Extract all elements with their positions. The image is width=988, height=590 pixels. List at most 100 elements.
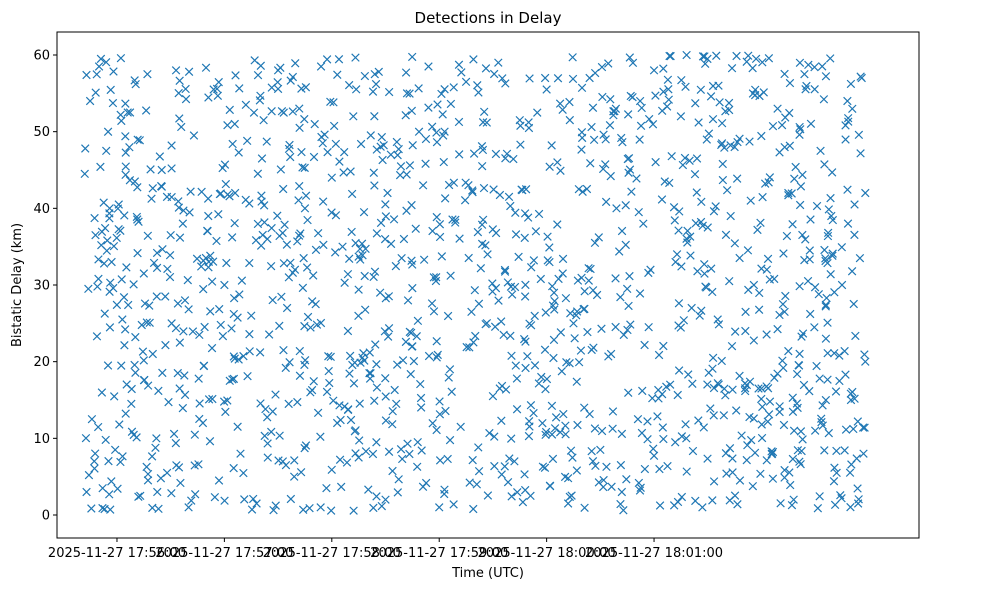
data-point (389, 215, 399, 224)
data-point (140, 299, 150, 308)
data-point (608, 407, 618, 416)
data-point (768, 447, 778, 457)
data-point (708, 364, 717, 373)
data-point (637, 103, 646, 113)
data-point (303, 215, 312, 225)
data-point (665, 380, 675, 389)
data-point (173, 368, 183, 378)
data-point (110, 445, 120, 455)
data-point (351, 238, 360, 248)
data-point (611, 274, 620, 283)
data-point (358, 250, 367, 260)
data-point (123, 108, 132, 117)
data-point (259, 115, 268, 125)
data-point (403, 296, 413, 305)
data-point (810, 323, 819, 332)
data-point (365, 348, 374, 357)
data-point (432, 337, 441, 346)
data-point (726, 211, 735, 221)
data-point (530, 311, 539, 321)
data-point (773, 104, 782, 113)
data-point (289, 472, 299, 481)
data-point (403, 439, 412, 448)
data-point (830, 348, 839, 358)
data-point (229, 374, 239, 384)
data-point (343, 405, 353, 415)
data-point (435, 397, 444, 406)
data-point (229, 293, 239, 303)
data-point (813, 503, 823, 513)
data-point (485, 428, 494, 438)
data-point (719, 411, 729, 420)
data-point (751, 54, 761, 64)
data-point (274, 456, 283, 465)
data-point (728, 385, 737, 394)
data-point (611, 322, 620, 332)
data-point (644, 114, 654, 124)
y-tick-label: 60 (33, 49, 50, 64)
data-point (744, 285, 753, 295)
data-point (861, 188, 870, 198)
data-point (845, 468, 855, 477)
data-point (561, 421, 570, 430)
data-point (625, 271, 634, 281)
data-point (616, 292, 625, 302)
data-point (386, 150, 396, 159)
data-point (81, 433, 91, 443)
data-point (94, 274, 103, 284)
data-point (297, 84, 306, 93)
data-point (679, 316, 689, 325)
data-point (768, 474, 778, 483)
data-point (490, 461, 499, 471)
data-point (416, 379, 425, 389)
data-point (134, 492, 143, 501)
data-point (780, 113, 790, 122)
data-point (156, 474, 166, 483)
data-point (599, 482, 608, 492)
data-point (267, 223, 276, 233)
data-point (230, 188, 240, 198)
data-point (408, 260, 417, 269)
data-point (184, 67, 194, 76)
data-point (780, 307, 789, 317)
data-point (116, 457, 125, 467)
data-point (439, 157, 448, 167)
data-point (336, 415, 345, 425)
data-point (800, 255, 809, 265)
data-point (149, 258, 159, 268)
data-point (120, 211, 129, 220)
data-point (616, 499, 625, 509)
data-point (622, 284, 632, 294)
data-point (175, 114, 184, 123)
data-point (445, 365, 455, 374)
x-tick-label: 2025-11-27 17:58:00 (263, 546, 401, 561)
data-point (775, 310, 784, 320)
data-point (343, 269, 353, 279)
data-point (792, 399, 802, 408)
data-point (454, 150, 464, 159)
data-point (559, 409, 568, 419)
data-point (665, 178, 674, 188)
data-point (202, 226, 212, 236)
data-point (344, 254, 354, 263)
data-point (588, 457, 598, 466)
data-point (228, 375, 237, 384)
data-point (743, 246, 753, 255)
data-point (454, 117, 464, 127)
data-point (554, 274, 563, 284)
data-point (139, 356, 149, 365)
data-point (396, 162, 406, 171)
data-point (536, 274, 546, 284)
data-point (366, 131, 375, 140)
data-point (351, 85, 361, 94)
data-point (572, 307, 582, 316)
data-point (784, 188, 793, 198)
data-point (262, 413, 272, 422)
data-point (460, 196, 470, 205)
data-point (830, 500, 840, 510)
data-point (698, 52, 708, 61)
data-point (682, 50, 691, 60)
data-point (671, 257, 680, 267)
data-point (720, 143, 729, 152)
data-point (549, 335, 559, 345)
